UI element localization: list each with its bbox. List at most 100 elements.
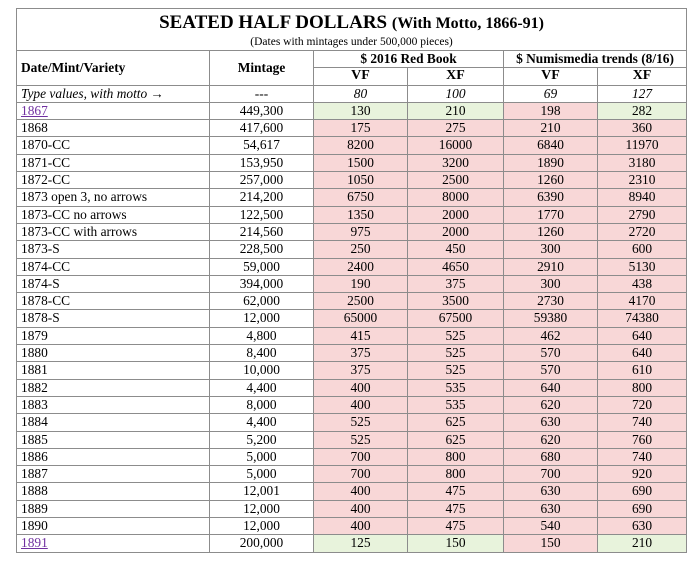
table-row: 1872-CC 257,000 1050 2500 1260 2310 — [16, 171, 688, 190]
row-nm-xf: 740 — [596, 447, 688, 467]
row-nm-xf: 11970 — [596, 136, 688, 155]
table-row: 1874-S 394,000 190 375 300 438 — [16, 274, 688, 294]
row-date: 1878-S — [16, 309, 210, 328]
row-rb-vf: 8200 — [313, 136, 408, 155]
type-values-row: Type values, with motto → --- 80 100 69 … — [16, 84, 688, 103]
header-redbook: $ 2016 Red Book — [313, 49, 504, 69]
row-nm-vf: 1770 — [503, 205, 598, 224]
row-nm-vf: 630 — [503, 413, 598, 432]
row-rb-xf: 150 — [407, 534, 504, 553]
row-rb-xf: 2000 — [407, 205, 504, 224]
table-title: SEATED HALF DOLLARS (With Motto, 1866-91… — [15, 8, 688, 51]
row-nm-vf: 700 — [503, 465, 598, 484]
table-row: 1871-CC 153,950 1500 3200 1890 3180 — [16, 153, 688, 173]
row-mintage: 5,000 — [209, 447, 314, 467]
row-mintage: 5,000 — [209, 465, 314, 484]
table-subtitle: (Dates with mintages under 500,000 piece… — [250, 36, 453, 48]
row-rb-xf: 16000 — [407, 136, 504, 155]
row-rb-vf: 250 — [313, 240, 408, 259]
header-date: Date/Mint/Variety — [16, 50, 210, 86]
row-nm-vf: 1260 — [503, 171, 598, 190]
row-rb-vf: 2400 — [313, 257, 408, 276]
row-date: 1880 — [16, 344, 210, 363]
row-nm-vf: 59380 — [503, 309, 598, 328]
row-nm-vf: 570 — [503, 361, 598, 380]
table-row: 1868 417,600 175 275 210 360 — [16, 119, 688, 138]
table-row: 1878-S 12,000 65000 67500 59380 74380 — [16, 309, 688, 328]
table-row: 1873-CC with arrows 214,560 975 2000 1260 272… — [16, 222, 688, 242]
table-row: 1891 200,000 125 150 150 210 — [16, 534, 688, 553]
row-nm-vf: 1260 — [503, 222, 598, 242]
table-body: Type values, with motto → --- 80 100 69 … — [16, 84, 688, 553]
row-nm-xf: 4170 — [596, 292, 688, 311]
row-rb-xf: 3500 — [407, 292, 504, 311]
row-date: 1872-CC — [16, 171, 210, 190]
row-rb-xf: 535 — [407, 395, 504, 415]
row-date: 1873-S — [16, 240, 210, 259]
row-nm-vf: 6840 — [503, 136, 598, 155]
row-nm-xf: 2720 — [596, 222, 688, 242]
row-nm-vf: 570 — [503, 344, 598, 363]
row-rb-xf: 450 — [407, 240, 504, 259]
row-nm-vf: 620 — [503, 430, 598, 449]
row-nm-vf: 6390 — [503, 188, 598, 207]
row-rb-vf: 190 — [313, 274, 408, 294]
row-mintage: 214,560 — [209, 222, 314, 242]
header-rb-vf: VF — [313, 67, 408, 86]
table-row: 1889 12,000 400 475 630 690 — [16, 499, 688, 519]
row-date: 1889 — [16, 499, 210, 519]
row-mintage: 214,200 — [209, 188, 314, 207]
row-rb-vf: 65000 — [313, 309, 408, 328]
row-date: 1874-S — [16, 274, 210, 294]
header-nm-xf: XF — [596, 67, 688, 86]
row-date: 1881 — [16, 361, 210, 380]
row-date: 1887 — [16, 465, 210, 484]
row-rb-vf: 375 — [313, 361, 408, 380]
row-date: 1874-CC — [16, 257, 210, 276]
row-rb-xf: 525 — [407, 326, 504, 346]
row-mintage: 12,000 — [209, 309, 314, 328]
row-nm-xf: 5130 — [596, 257, 688, 276]
row-mintage: 257,000 — [209, 171, 314, 190]
row-nm-xf: 2790 — [596, 205, 688, 224]
row-nm-xf: 740 — [596, 413, 688, 432]
row-mintage: 449,300 — [209, 101, 314, 121]
row-date: 1884 — [16, 413, 210, 432]
row-nm-vf: 540 — [503, 517, 598, 536]
date-link[interactable]: 1867 — [21, 102, 48, 118]
row-mintage: 4,400 — [209, 413, 314, 432]
row-rb-xf: 275 — [407, 119, 504, 138]
row-nm-vf: 2730 — [503, 292, 598, 311]
row-nm-xf: 8940 — [596, 188, 688, 207]
type-label: Type values, with motto → — [16, 84, 210, 103]
table-row: 1890 12,000 400 475 540 630 — [16, 517, 688, 536]
row-rb-xf: 3200 — [407, 153, 504, 173]
row-nm-xf: 640 — [596, 326, 688, 346]
row-rb-vf: 125 — [313, 534, 408, 553]
row-rb-vf: 400 — [313, 395, 408, 415]
row-rb-vf: 1050 — [313, 171, 408, 190]
table-row: 1888 12,001 400 475 630 690 — [16, 482, 688, 501]
row-date: 1878-CC — [16, 292, 210, 311]
row-date: 1867 — [16, 101, 210, 121]
row-rb-xf: 625 — [407, 413, 504, 432]
table-row: 1873 open 3, no arrows 214,200 6750 8000 639… — [16, 188, 688, 207]
row-rb-vf: 700 — [313, 465, 408, 484]
row-rb-vf: 400 — [313, 378, 408, 397]
row-nm-vf: 150 — [503, 534, 598, 553]
row-rb-xf: 475 — [407, 482, 504, 501]
title-text: SEATED HALF DOLLARS — [159, 12, 388, 33]
header-numismedia: $ Numismedia trends (8/16) — [502, 49, 688, 69]
row-rb-vf: 400 — [313, 517, 408, 536]
date-link[interactable]: 1891 — [21, 535, 48, 551]
row-nm-xf: 600 — [596, 240, 688, 259]
table-row: 1873-S 228,500 250 450 300 600 — [16, 240, 688, 259]
row-nm-vf: 620 — [503, 395, 598, 415]
row-date: 1873 open 3, no arrows — [16, 188, 210, 207]
row-date: 1886 — [16, 447, 210, 467]
row-rb-xf: 625 — [407, 430, 504, 449]
row-rb-vf: 6750 — [313, 188, 408, 207]
table-row: 1878-CC 62,000 2500 3500 2730 4170 — [16, 292, 688, 311]
row-rb-xf: 800 — [407, 465, 504, 484]
row-mintage: 228,500 — [209, 240, 314, 259]
